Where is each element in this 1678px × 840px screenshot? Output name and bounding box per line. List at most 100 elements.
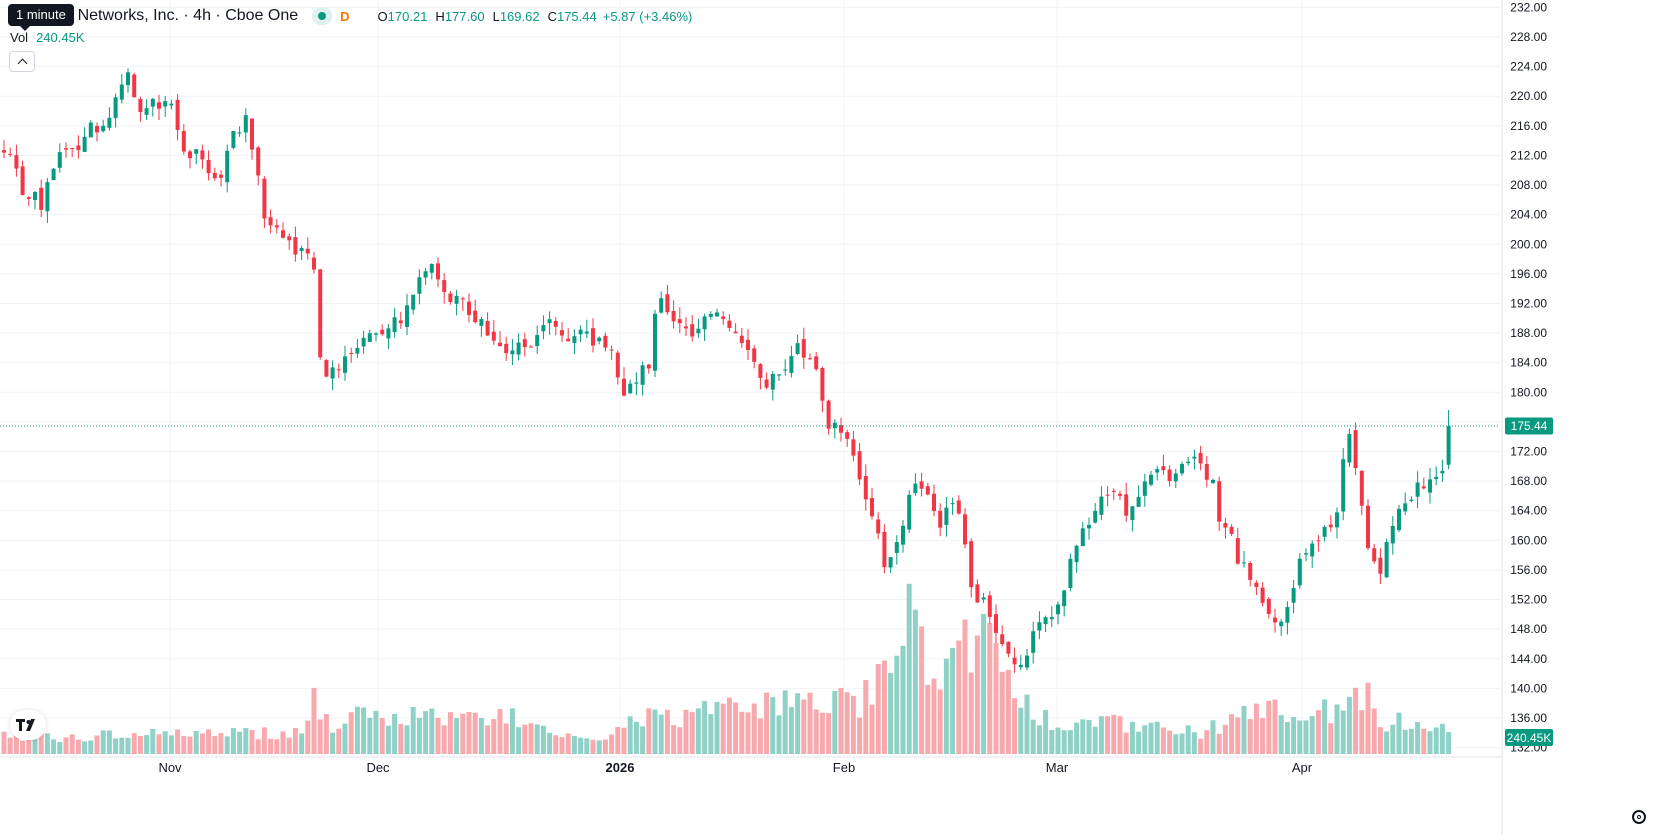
candle-body <box>1149 474 1153 485</box>
volume-bar <box>534 724 540 754</box>
volume-bar <box>193 731 199 754</box>
delayed-flag[interactable]: D <box>340 8 350 24</box>
candle-body <box>460 298 465 300</box>
volume-bar <box>1167 730 1173 754</box>
volume-bar <box>230 728 236 754</box>
candle-body <box>919 481 924 489</box>
volume-bar <box>931 678 937 754</box>
volume-bar <box>943 658 949 754</box>
tradingview-logo-icon[interactable] <box>10 710 46 740</box>
volume-bar <box>1402 729 1408 754</box>
market-status-badge[interactable] <box>312 7 333 25</box>
candle-body <box>1353 430 1358 469</box>
candle-body <box>473 310 478 323</box>
candle-body <box>708 313 713 318</box>
y-tick-label: 140.00 <box>1510 681 1547 695</box>
candle-body <box>256 147 261 176</box>
candle-body <box>764 379 769 388</box>
volume-bar <box>119 737 125 754</box>
candle-body <box>578 329 583 335</box>
volume-bar <box>919 626 925 754</box>
candle-body <box>138 98 143 113</box>
volume-bar <box>88 740 94 754</box>
volume-bar <box>466 711 472 754</box>
candle-body <box>789 356 794 373</box>
volume-bar <box>1005 669 1011 754</box>
price-axis[interactable]: 232.00 228.00 224.00 220.00 216.00 212.00 208.… <box>1501 0 1547 835</box>
candle-body <box>925 486 930 495</box>
candle-body <box>901 525 905 545</box>
high-value: 177.60 <box>444 8 485 24</box>
volume-bar <box>1210 720 1216 754</box>
volume-bar <box>571 735 577 754</box>
volume-bar <box>1309 716 1315 754</box>
candle-body <box>1248 562 1253 580</box>
candle-body <box>1440 470 1445 474</box>
candle-body <box>330 367 335 379</box>
volume-bar <box>1049 730 1055 754</box>
candle-body <box>1074 545 1079 563</box>
candle-body <box>863 476 868 500</box>
volume-bar <box>708 714 714 754</box>
volume-bar <box>1129 721 1135 754</box>
volume-bar <box>410 707 416 754</box>
candle-body <box>1186 461 1191 464</box>
volume-bar <box>1074 722 1080 754</box>
volume-bar <box>974 635 980 754</box>
candle-body <box>1136 496 1141 507</box>
candle-body <box>727 320 732 328</box>
volume-bar <box>162 731 168 754</box>
volume-bar <box>1384 731 1390 754</box>
volume-bar <box>44 733 50 754</box>
candle-body <box>1204 464 1209 480</box>
candle-body <box>157 102 161 109</box>
volume-bar <box>547 732 553 754</box>
high-label: H <box>435 8 445 24</box>
volume-tag: 240.45K <box>1505 729 1553 746</box>
y-tick-label: 220.00 <box>1510 89 1547 103</box>
volume-bar <box>416 717 422 754</box>
volume-bar <box>807 692 813 754</box>
volume-legend: Vol 240.45K <box>10 30 85 45</box>
volume-bar <box>689 712 695 754</box>
candle-body <box>1124 494 1129 516</box>
open-label: O <box>377 8 388 24</box>
candle-body <box>95 126 99 133</box>
candle-body <box>1025 655 1029 668</box>
volume-bar <box>255 739 261 754</box>
volume-bar <box>1160 727 1166 754</box>
candle-body <box>305 248 310 254</box>
volume-bar <box>1353 687 1359 754</box>
volume-bar <box>1340 710 1346 754</box>
candle-body <box>845 432 850 439</box>
candle-body <box>646 364 651 369</box>
candle-body <box>70 148 75 150</box>
candle-body <box>119 84 124 100</box>
candle-body <box>752 348 757 362</box>
candle-body <box>1105 494 1110 496</box>
collapse-legend-button[interactable] <box>9 51 35 72</box>
y-tick-label: 224.00 <box>1510 60 1547 74</box>
volume-bar <box>57 741 63 754</box>
candle-body <box>274 225 279 228</box>
y-tick-label: 168.00 <box>1510 474 1547 488</box>
candle-body <box>1235 538 1240 564</box>
volume-label[interactable]: Vol <box>10 30 29 45</box>
candle-body <box>671 310 676 322</box>
volume-bar <box>1012 698 1018 754</box>
candle-body <box>1155 469 1160 473</box>
change-value: +5.87 (+3.46%) <box>602 8 693 24</box>
volume-bar <box>565 733 571 754</box>
candle-body <box>981 597 986 600</box>
volume-bar <box>795 693 801 754</box>
volume-bar <box>621 727 627 754</box>
candle-body <box>14 155 19 169</box>
gear-icon[interactable] <box>1632 810 1646 824</box>
time-axis[interactable]: Nov Dec 2026 Feb Mar Apr <box>0 756 1502 775</box>
volume-bar <box>850 695 856 754</box>
volume-bar <box>522 724 528 754</box>
candle-body <box>299 248 304 252</box>
symbol-title[interactable]: Palo Alto Networks, Inc. · 4h · Cboe One <box>10 7 299 24</box>
